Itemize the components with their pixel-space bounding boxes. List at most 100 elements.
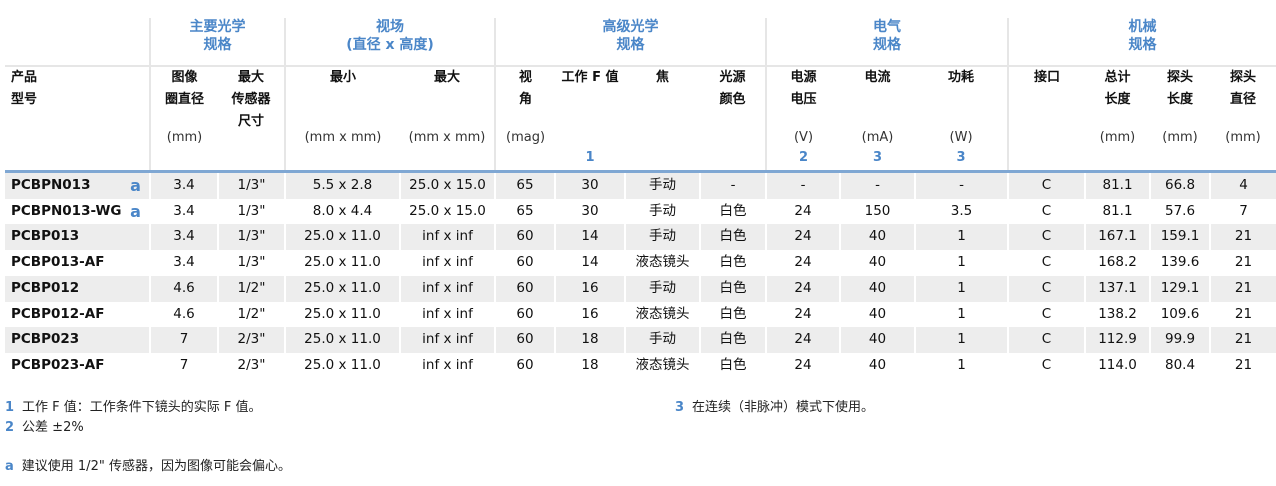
table-cell: 3.4 (149, 224, 218, 251)
column-header: 探头 长度 (mm) (1150, 66, 1211, 173)
footnote: 3 在连续（非脉冲）模式下使用。 (675, 396, 874, 415)
table-cell: 18 (554, 327, 626, 353)
table-cell: C (1007, 275, 1086, 302)
table-cell: 167.1 (1084, 224, 1151, 251)
column-unit: (mm) (1225, 130, 1261, 145)
table-cell: 18 (554, 352, 626, 379)
group-header: 机械 规格 (1007, 18, 1276, 67)
table-cell: 25.0 x 11.0 (284, 250, 400, 276)
table-cell: 60 (494, 301, 556, 328)
table-cell: 99.9 (1149, 327, 1211, 353)
table-cell: 1/3" (217, 224, 285, 251)
column-label: 功耗 (948, 70, 975, 85)
table-cell: 25.0 x 11.0 (284, 327, 400, 353)
table-cell: 25.0 x 11.0 (284, 224, 400, 251)
table-cell: 白色 (699, 327, 767, 353)
table-cell: 白色 (699, 352, 767, 379)
table-cell: 109.6 (1149, 301, 1211, 328)
table-cell: - (699, 171, 767, 199)
table-cell: 3.4 (149, 250, 218, 276)
footnote-mark: 2 (5, 420, 15, 435)
table-cell: 40 (839, 301, 916, 328)
table-row: PCBP023-AF 7 2/3" 25.0 x 11.0 inf x inf 60 18 液… (5, 352, 1276, 379)
table-cell: 21 (1209, 275, 1276, 302)
table-cell: 手动 (624, 327, 701, 353)
table-cell: 21 (1209, 250, 1276, 276)
column-label: 最小 (329, 70, 356, 85)
table-cell: 40 (839, 352, 916, 379)
table-cell: 21 (1209, 224, 1276, 251)
column-header-row: 产品 型号 图像 圈直径 (mm) 最大 传感器 尺寸 最小 (mm x mm) 最大 (mm… (5, 66, 1276, 173)
column-unit: (mm) (1099, 130, 1136, 145)
table-cell: C (1007, 198, 1086, 225)
table-cell: 24 (765, 250, 841, 276)
table-cell: 7 (1209, 198, 1276, 225)
footnote-text: 公差 ±2% (22, 420, 84, 435)
column-header: 视 角 (mag) (494, 66, 556, 173)
table-cell: 3.4 (149, 171, 218, 199)
table-cell: 1 (914, 352, 1009, 379)
table-cell: 白色 (699, 301, 767, 328)
footnote-mark: 1 (5, 400, 15, 415)
group-header: 视场 (直径 x 高度) (283, 18, 496, 67)
column-header: 光源 颜色 (700, 66, 767, 173)
column-header: 最小 (mm x mm) (284, 66, 400, 173)
product-model: PCBP013-AF (11, 254, 105, 271)
footnote-ref: 3 (956, 150, 966, 165)
table-cell: 2/3" (217, 352, 285, 379)
footnote: a 建议使用 1/2" 传感器，因为图像可能会偏心。 (5, 455, 291, 474)
column-label: 探头 长度 (1167, 70, 1194, 107)
table-cell: 1/2" (217, 301, 285, 328)
footnote-flag (122, 302, 150, 328)
table-cell: 1 (914, 301, 1009, 328)
footnote-mark: a (5, 459, 14, 474)
table-cell: 25.0 x 11.0 (284, 301, 400, 328)
column-header: 最大 传感器 尺寸 (218, 66, 285, 173)
column-label: 电流 (864, 70, 891, 85)
column-unit: (mm) (1162, 130, 1198, 145)
footnote-flag (122, 224, 150, 251)
table-cell: 25.0 x 11.0 (284, 275, 400, 302)
column-unit: (mm x mm) (408, 130, 486, 145)
footnote: 1 工作 F 值：工作条件下镜头的实际 F 值。 (5, 396, 262, 415)
table-row: PCBPN013-WG a 3.4 1/3" 8.0 x 4.4 25.0 x 15.0 6… (5, 198, 1276, 225)
table-cell: 14 (554, 224, 626, 251)
table-cell: 24 (765, 275, 841, 302)
group-empty (5, 18, 150, 67)
column-label: 光源 颜色 (719, 70, 746, 107)
table-cell: 112.9 (1084, 327, 1151, 353)
column-header: 工作 F 值 1 (555, 66, 626, 173)
table-cell: 114.0 (1084, 352, 1151, 379)
table-cell: 白色 (699, 250, 767, 276)
table-cell: C (1007, 352, 1086, 379)
product-spec-table: 主要光学 规格 视场 (直径 x 高度) 高级光学 规格 电气 规格 机械 规格… (5, 18, 1276, 379)
product-model: PCBP013 (5, 224, 122, 251)
table-row: PCBP012-AF 4.6 1/2" 25.0 x 11.0 inf x inf 60 1… (5, 301, 1276, 328)
table-cell: inf x inf (398, 301, 496, 328)
footnote-flag (122, 327, 150, 353)
footnote-mark: 3 (675, 400, 685, 415)
footnote-ref: 3 (872, 150, 883, 165)
table-cell: 4 (1209, 171, 1276, 199)
column-unit: (V) (793, 130, 814, 145)
column-header: 总计 长度 (mm) (1085, 66, 1151, 173)
table-cell: 液态镜头 (624, 250, 701, 276)
table-row: PCBP013-AF 3.4 1/3" 25.0 x 11.0 inf x inf 60 1… (5, 250, 1276, 276)
table-cell: 40 (839, 250, 916, 276)
table-cell: 66.8 (1149, 171, 1211, 199)
table-cell: inf x inf (398, 224, 496, 251)
table-row: PCBP023 7 2/3" 25.0 x 11.0 inf x inf 60 18 手动 白色… (5, 327, 1276, 353)
product-model: PCBP023-AF (11, 356, 105, 373)
table-cell: C (1007, 224, 1086, 251)
footnote-flag: a (122, 171, 150, 199)
table-cell: 65 (494, 171, 556, 199)
table-cell: 3.4 (149, 198, 218, 225)
table-cell: C (1007, 250, 1086, 276)
product-model: PCBPN013-WG (11, 202, 122, 219)
table-cell: 16 (554, 275, 626, 302)
table-cell: 16 (554, 301, 626, 328)
product-model: PCBPN013 (5, 171, 122, 199)
group-header: 主要光学 规格 (149, 18, 285, 67)
column-header: 探头 直径 (mm) (1210, 66, 1276, 173)
group-header: 高级光学 规格 (494, 18, 767, 67)
